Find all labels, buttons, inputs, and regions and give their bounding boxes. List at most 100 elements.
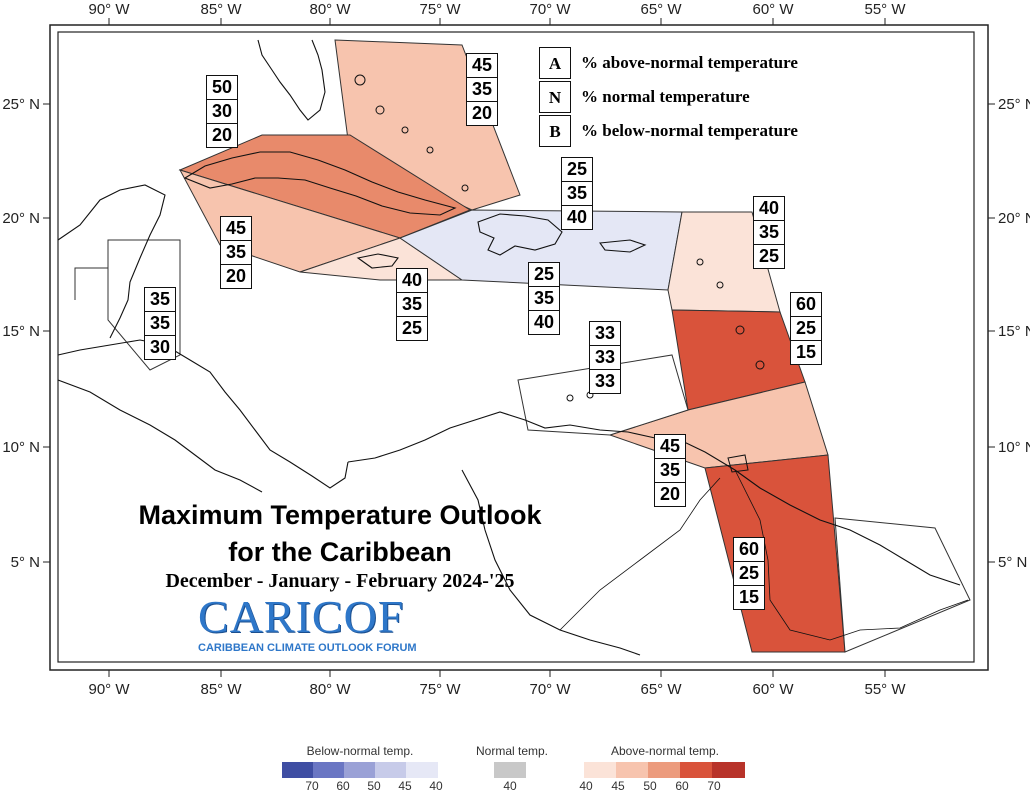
zone-abc [517,354,689,436]
legend-row-normal: N % normal temperature [539,80,843,114]
category-legend: A % above-normal temperature N % normal … [539,46,843,148]
prob-above: 25 [566,159,588,179]
colorbar-below-label: Below-normal temp. [306,744,414,758]
prob-below: 25 [754,244,784,268]
windward-island [735,325,745,335]
prob-above: 45 [659,436,681,456]
prob-box-bahamas: 45 35 20 [466,53,498,126]
colorbar-swatch [648,762,680,778]
prob-normal: 35 [221,240,251,264]
lon-tick-label: 75° W [419,1,461,18]
prob-box-leeward: 40 35 25 [753,196,785,269]
colorbar-normal-label: Normal temp. [475,744,549,758]
lat-tick-label: 25° N [998,96,1030,113]
lon-tick-label: 65° W [640,681,682,698]
puerto-rico-coast [599,239,647,253]
prob-above: 33 [594,323,616,343]
prob-below: 20 [207,123,237,147]
prob-normal: 30 [207,99,237,123]
prob-box-belize: 35 35 30 [144,287,176,360]
colorbar-swatch [584,762,616,778]
abc-island [566,394,574,402]
lat-tick-label: 15° N [998,323,1030,340]
legend-text: % below-normal temperature [581,121,798,140]
leeward-island [696,258,704,266]
prob-above: 40 [758,198,780,218]
logo-tagline: CARIBBEAN CLIMATE OUTLOOK FORUM [198,642,417,654]
prob-above: 35 [149,289,171,309]
prob-below: 25 [397,316,427,340]
colorbar-tick: 40 [429,779,443,793]
trinidad-coast [727,454,749,473]
lat-tick-label: 5° N [998,554,1027,571]
lat-tick-label: 15° N [2,323,40,340]
colorbar-swatch [313,762,344,778]
prob-normal: 35 [754,220,784,244]
colorbar-tick: 70 [305,779,319,793]
colorbar-swatch [616,762,648,778]
colorbar-swatch [494,762,526,778]
prob-box-trinidad: 45 35 20 [654,434,686,507]
prob-box-jamaica: 40 35 25 [396,268,428,341]
lon-tick-label: 55° W [864,681,906,698]
bahamas-island [354,74,366,86]
prob-box-guianas: 60 25 15 [733,537,765,610]
lat-tick-label: 10° N [2,439,40,456]
colorbar-tick: 45 [611,779,625,793]
colorbar-tick: 60 [336,779,350,793]
prob-normal: 35 [397,292,427,316]
lat-tick-label: 5° N [11,554,40,571]
lon-tick-label: 85° W [200,681,242,698]
prob-above: 60 [795,294,817,314]
logo-wordmark: CARICOF [198,591,405,642]
legend-letter: A [539,47,571,79]
lon-tick-label: 85° W [200,1,242,18]
lon-tick-label: 60° W [752,1,794,18]
coastlines [57,39,969,656]
prob-above: 40 [401,270,423,290]
lon-tick-label: 70° W [529,1,571,18]
prob-box-hispaniola-north: 25 35 40 [561,157,593,230]
lon-tick-label: 65° W [640,1,682,18]
prob-normal: 35 [467,77,497,101]
bahamas-island [375,105,385,115]
legend-text: % above-normal temperature [581,53,798,72]
lat-tick-label: 20° N [998,210,1030,227]
colorbar-tick: 50 [367,779,381,793]
map-title-line2: for the Caribbean [228,537,452,567]
prob-below: 30 [145,335,175,359]
prob-box-windward: 60 25 15 [790,292,822,365]
legend-letter: N [539,81,571,113]
lon-labels-top: 90° W 85° W 80° W 75° W 70° W 65° W 60° … [88,1,906,18]
prob-normal: 35 [655,458,685,482]
legend-text: % normal temperature [581,87,750,106]
colorbar-tick: 50 [643,779,657,793]
colorbar-swatch [282,762,313,778]
zone-belize-border [74,267,108,300]
prob-below: 15 [734,585,764,609]
prob-below: 40 [529,310,559,334]
lat-tick-label: 20° N [2,210,40,227]
legend-letter: B [539,115,571,147]
prob-above: 60 [738,539,760,559]
venezuela-border [559,477,721,631]
prob-normal: 35 [562,181,592,205]
central-america-pacific [57,379,263,493]
lat-labels-right: 25° N 20° N 15° N 10° N 5° N [998,96,1030,571]
colorbar-swatch [344,762,375,778]
bahamas-island [426,146,434,154]
colorbar-swatch [680,762,712,778]
bahamas-island [461,184,469,192]
prob-above: 25 [533,264,555,284]
caricof-logo: CARICOF CARIBBEAN CLIMATE OUTLOOK FORUM [198,594,438,656]
outlook-zones [74,39,971,653]
prob-box-abc: 33 33 33 [589,321,621,394]
prob-below: 15 [791,340,821,364]
small-islands [354,74,765,473]
lon-tick-label: 90° W [88,681,130,698]
prob-below: 20 [655,482,685,506]
lon-tick-label: 75° W [419,681,461,698]
prob-above: 50 [211,77,233,97]
cuba-coast [183,151,457,216]
